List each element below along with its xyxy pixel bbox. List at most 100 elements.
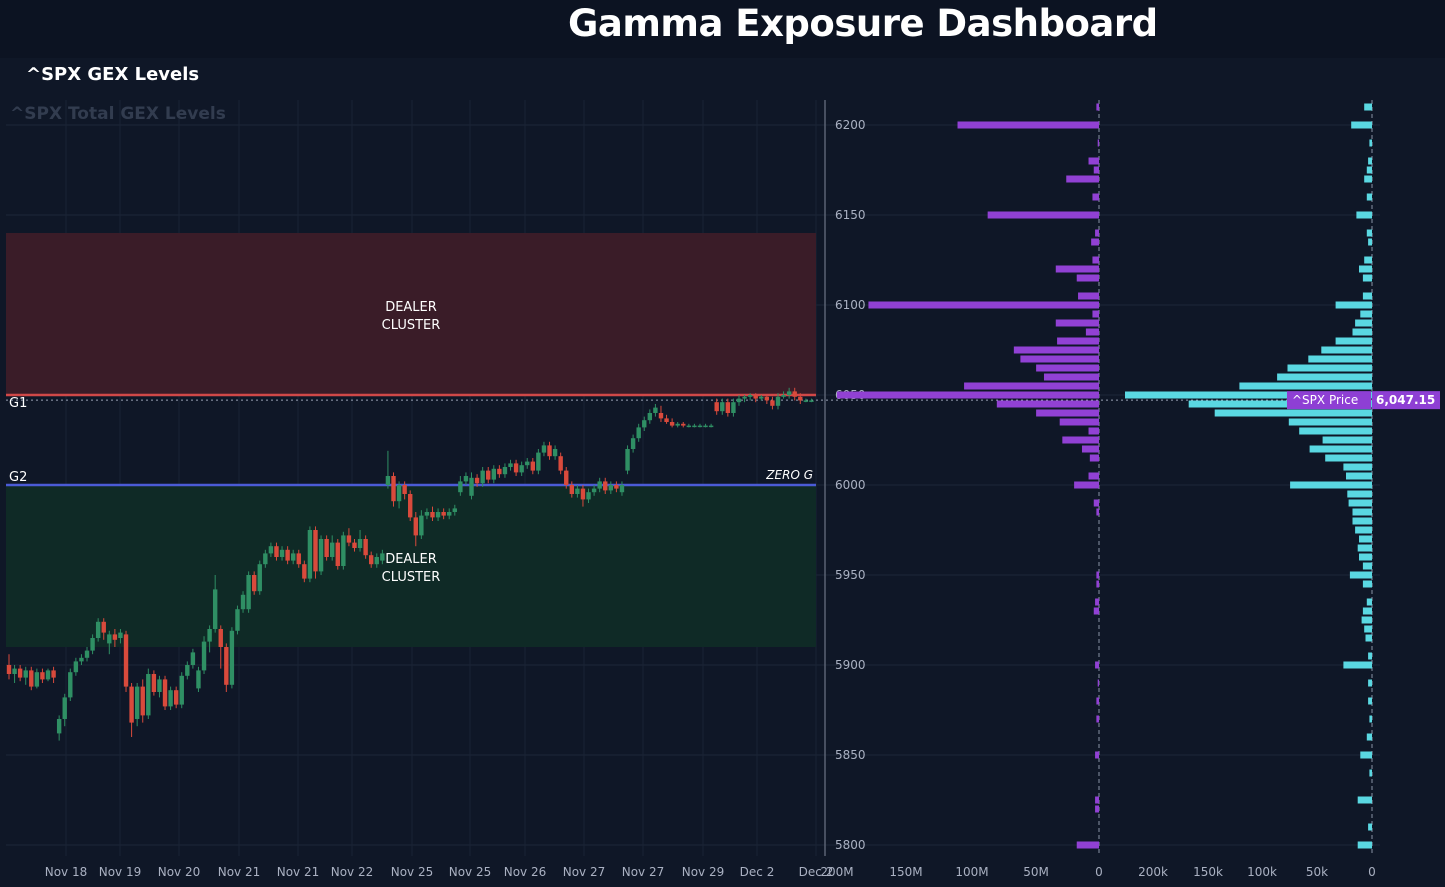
candle-body (569, 485, 575, 494)
candle-body (786, 391, 792, 395)
dealer-zones: DEALER CLUSTER DEALER CLUSTER (6, 233, 816, 647)
candle-body (413, 517, 418, 536)
candle-body (346, 535, 352, 543)
candle-body (686, 425, 692, 428)
gex-bar (1364, 103, 1372, 111)
panel-title: ^SPX GEX Levels (26, 64, 200, 85)
candle-body (274, 546, 279, 557)
price-tag-label: ^SPX Price (1292, 393, 1358, 407)
candle-body (675, 423, 680, 426)
x-tick-label: Dec 2 (799, 865, 834, 879)
candle-body (313, 530, 318, 572)
x-tick-label: Dec 2 (740, 865, 775, 879)
candle-body (408, 494, 413, 518)
candle-body (240, 594, 246, 610)
candle-body (369, 555, 374, 565)
level-label: G2 (9, 470, 27, 485)
candle-body (330, 542, 335, 557)
candle-body (547, 445, 552, 457)
candle-body (575, 488, 580, 494)
y-tick-label: 6200 (835, 118, 866, 132)
gex-bar (1369, 139, 1372, 147)
gex-bar (1321, 346, 1372, 354)
candle-body (441, 512, 446, 516)
candle-body (669, 422, 675, 426)
candle-body (335, 542, 340, 566)
candle-body (341, 535, 346, 566)
gex-bar (1097, 679, 1099, 687)
bar-axis-label: 200M (820, 865, 853, 879)
candle-body (759, 396, 764, 399)
candle-body (123, 634, 129, 687)
candle-body (558, 456, 563, 471)
gex-bar (1288, 418, 1372, 426)
gex-bar (1346, 472, 1372, 480)
candle-body (725, 402, 731, 413)
candle-body (302, 564, 307, 579)
candle-body (491, 468, 496, 480)
y-tick-label: 5800 (835, 838, 866, 852)
candle-body (201, 641, 207, 671)
candle-body (742, 396, 747, 399)
gex-bar (1335, 301, 1372, 309)
candle-body (513, 463, 519, 473)
x-tick-label: Nov 19 (99, 865, 142, 879)
candle-body (12, 668, 17, 674)
gex-bar (1299, 427, 1372, 435)
gex-bar (1347, 490, 1372, 498)
gex-bar (1095, 598, 1099, 606)
gex-bar (1352, 508, 1372, 516)
gex-bar (1092, 193, 1099, 201)
candle-body (747, 395, 753, 397)
gex-bar (957, 121, 1099, 129)
candle-body (770, 400, 775, 406)
candle-body (352, 542, 357, 548)
gex-bar (1096, 715, 1099, 723)
candle-body (324, 539, 329, 557)
gex-bar (1055, 319, 1099, 327)
candle-body (664, 418, 669, 422)
candle-body (17, 668, 23, 678)
candle-body (45, 670, 51, 680)
dealer-zone-label-line: CLUSTER (382, 318, 441, 333)
x-tick-label: Nov 18 (45, 865, 88, 879)
candle-body (474, 477, 480, 484)
header-bar (0, 0, 1445, 58)
gex-bar (1322, 436, 1372, 444)
candle-body (608, 485, 614, 491)
candle-body (374, 557, 379, 565)
candle-body (736, 398, 742, 403)
candle-body (463, 476, 469, 482)
gex-bar (1335, 337, 1372, 345)
candle-body (486, 470, 491, 480)
x-tick-label: Nov 21 (277, 865, 320, 879)
candle-body (803, 400, 809, 402)
candle-body (190, 652, 196, 665)
gex-bar (1366, 229, 1372, 237)
dealer-zone-label-line: DEALER (385, 300, 437, 315)
bar-axis-label: 50M (1023, 865, 1049, 879)
candle-body (296, 553, 301, 565)
candle-body (257, 564, 262, 592)
gex-bar (1057, 337, 1099, 345)
gex-bar (1290, 481, 1372, 489)
candle-body (541, 445, 547, 453)
gex-bar (1356, 211, 1372, 219)
bar-axis-label: 0 (1368, 865, 1376, 879)
gex-bar (1093, 166, 1099, 174)
candles (6, 387, 814, 741)
candle-body (536, 452, 541, 471)
candle-body (251, 575, 257, 592)
page-title: Gamma Exposure Dashboard (568, 2, 1158, 45)
candle-body (714, 402, 719, 412)
candle-body (56, 719, 62, 734)
candle-body (497, 468, 502, 475)
gex-bar (1013, 346, 1099, 354)
gex-bar (1074, 481, 1099, 489)
gex-bar (1036, 409, 1099, 417)
candle-body (263, 553, 268, 565)
gex-bar (1360, 310, 1372, 318)
candle-body (703, 425, 708, 428)
candle-body (34, 672, 40, 687)
